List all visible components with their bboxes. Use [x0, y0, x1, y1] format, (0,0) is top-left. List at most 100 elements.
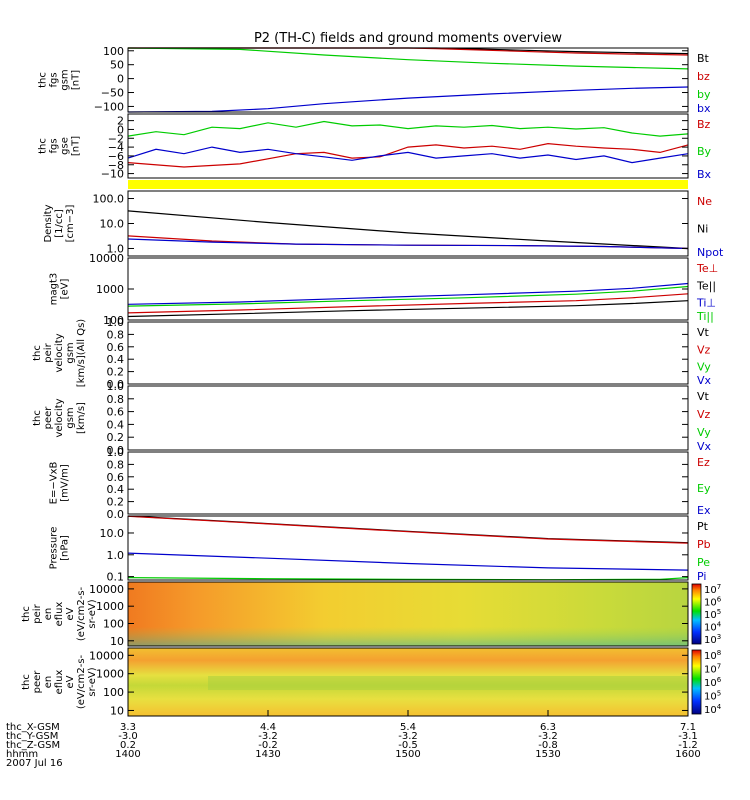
series-Pi: [127, 552, 689, 571]
series-By: [127, 120, 689, 137]
legend-bx: bx: [697, 102, 711, 115]
legend-Pt: Pt: [697, 520, 709, 533]
ytick-label: 100: [103, 617, 124, 630]
ytick-label: 0: [117, 123, 124, 136]
ytick-label: 0.4: [107, 483, 125, 496]
axis-row-value: 5.4: [400, 722, 416, 733]
series-Bz: [127, 142, 689, 168]
series-Ni: [127, 210, 689, 250]
ylabel-line: sr-eV): [87, 599, 98, 628]
axis-row-value: 1430: [255, 749, 280, 760]
ylabel-line: eflux: [54, 670, 65, 695]
axis-row-value: 1530: [535, 749, 560, 760]
axis-row-value: 1400: [115, 749, 140, 760]
series-by: [127, 47, 689, 70]
legend-Npot: Npot: [697, 246, 724, 259]
legend-Ni: Ni: [697, 223, 708, 236]
legend-Bt: Bt: [697, 52, 710, 65]
colorbar-label: 107: [704, 663, 721, 676]
ytick-label: 0.6: [107, 471, 125, 484]
spectrogram-band: [208, 676, 688, 690]
series-Npot: [127, 238, 689, 250]
ylabel-line: sr-eV): [87, 667, 98, 696]
colorbar-label: 104: [704, 703, 722, 716]
legend-Vy: Vy: [697, 426, 711, 439]
ytick-label: 0.8: [107, 393, 125, 406]
ytick-label: −8: [108, 159, 124, 172]
legend-Bz: Bz: [697, 118, 711, 131]
ytick-label: 10.0: [100, 527, 125, 540]
chart-title: P2 (TH-C) fields and ground moments over…: [254, 31, 562, 46]
axis-row-value: -3.2: [398, 731, 418, 742]
legend-Te⊥: Te⊥: [696, 262, 718, 275]
series-Ti||: [127, 285, 689, 307]
ytick-label: 0.4: [107, 418, 125, 431]
ylabel-line: magt3: [49, 273, 60, 306]
ytick-label: −50: [101, 87, 124, 100]
panel-frame: [127, 385, 689, 451]
ylabel-line: peer: [32, 670, 43, 694]
ylabel-line: fgs: [49, 138, 60, 153]
legend-Vt: Vt: [697, 326, 710, 339]
ytick-label: 0.6: [107, 341, 125, 354]
ytick-label: 0.0: [107, 508, 125, 521]
ytick-label: 0.8: [107, 328, 125, 341]
ylabel-line: gse: [60, 137, 71, 155]
ylabel-line: eV: [65, 607, 76, 620]
legend-Ex: Ex: [697, 504, 711, 517]
series-Pb: [127, 515, 689, 544]
ytick-label: −2: [108, 132, 124, 145]
series-Bx: [127, 146, 689, 164]
ytick-label: −6: [108, 150, 124, 163]
ylabel-line: Density: [43, 204, 54, 242]
colorbar-label: 106: [704, 596, 722, 609]
ytick-label: 0: [117, 73, 124, 86]
ytick-label: 10: [110, 635, 124, 648]
ylabel-line: [nPa]: [60, 535, 71, 561]
colorbar-scale: [691, 649, 702, 715]
ylabel-line: velocity: [54, 398, 65, 437]
ytick-label: 0.8: [107, 458, 125, 471]
legend-Ti⊥: Ti⊥: [696, 297, 716, 310]
ylabel-line: [1/cc]: [54, 209, 65, 238]
ytick-label: 100: [103, 314, 124, 327]
ylabel-line: (eV/cm2-s-: [76, 586, 87, 641]
ylabel-line: en: [43, 608, 54, 621]
ytick-label: 10000: [89, 649, 124, 662]
axis-row-value: -0.5: [398, 740, 418, 751]
time-axis: thc_X-GSM 3.3 4.4 5.4 6.3 7.1 thc_Y-GSM -3.0 -3.…: [6, 710, 701, 769]
legend-Ey: Ey: [697, 482, 711, 495]
ytick-label: 0.2: [107, 431, 125, 444]
ylabel-line: [km/s]: [76, 402, 87, 434]
ytick-label: 1.0: [107, 380, 125, 393]
axis-row-value: 1500: [395, 749, 420, 760]
ylabel-line: thc: [38, 72, 49, 88]
spectrogram-shade: [128, 582, 688, 646]
ylabel-line: peer: [43, 406, 54, 430]
ylabel-line: eflux: [54, 602, 65, 627]
ytick-label: 100.0: [93, 193, 125, 206]
colorbar-label: 105: [704, 608, 721, 621]
ylabel-line: gsm: [65, 342, 76, 363]
ytick-label: 0.6: [107, 406, 125, 419]
legend-Vy: Vy: [697, 361, 711, 374]
colorbar-label: 106: [704, 676, 722, 689]
ylabel-line: thc: [21, 674, 32, 690]
axis-row-value: 3.3: [120, 722, 136, 733]
ytick-label: 0.1: [107, 571, 125, 584]
ytick-label: 1000: [96, 600, 124, 613]
ytick-label: 1.0: [107, 316, 125, 329]
legend-Te||: Te||: [696, 279, 716, 292]
ylabel-line: Pressure: [49, 527, 60, 570]
legend-Vz: Vz: [697, 343, 711, 356]
axis-row-value: 7.1: [680, 722, 696, 733]
panel-frame: [127, 515, 689, 581]
legend-Ti||: Ti||: [696, 310, 714, 323]
ytick-label: −4: [108, 141, 124, 154]
ylabel-line: [cm−3]: [65, 205, 76, 243]
series-Pe: [127, 576, 689, 581]
